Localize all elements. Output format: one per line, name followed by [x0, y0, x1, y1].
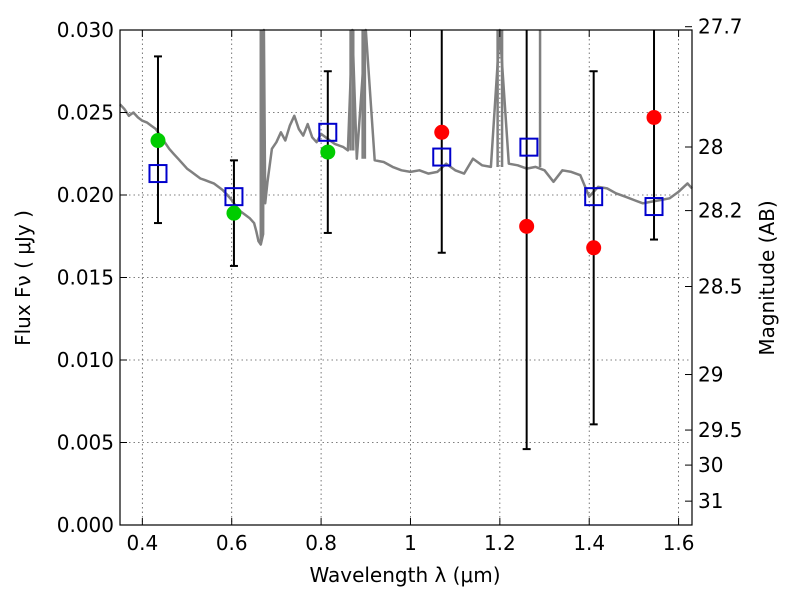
y-tick-label: 0.010 [57, 348, 114, 372]
right-tick-label: 31 [698, 489, 723, 513]
spectrum-line [119, 28, 693, 246]
x-tick-label: 0.4 [126, 531, 158, 555]
x-tick-label: 1.6 [663, 531, 695, 555]
y-tick-label: 0.015 [57, 266, 114, 290]
right-tick-label: 28.2 [698, 199, 743, 223]
right-tick-label: 29.5 [698, 418, 743, 442]
right-axis-title: Magnitude (AB) [755, 200, 779, 355]
tick-layer: 0.4 0.6 0.8 1 1.2 1.4 1.6 0.000 0.005 0.010 0.015 0… [57, 15, 743, 555]
model-flux-square [644, 197, 664, 217]
detection-point [150, 133, 166, 149]
x-axis-title: Wavelength λ (μm) [309, 563, 500, 587]
x-tick-label: 1 [404, 531, 417, 555]
right-tick-label: 29 [698, 363, 723, 387]
x-tick-label: 1.4 [573, 531, 605, 555]
right-tick-label: 30 [698, 453, 723, 477]
x-tick-label: 1.2 [484, 531, 516, 555]
x-tick-label: 0.6 [216, 531, 248, 555]
upper-limit-point [646, 109, 662, 125]
y-tick-label: 0.030 [57, 18, 114, 42]
upper-limit-point [434, 124, 450, 140]
model-flux-square [584, 187, 604, 207]
errorbar-layer [153, 30, 659, 451]
upper-limit-point [519, 218, 535, 234]
model-flux-square [318, 122, 338, 142]
right-tick-label: 28.5 [698, 275, 743, 299]
detection-point [226, 205, 242, 221]
right-tick-label: 27.7 [698, 15, 743, 39]
y-tick-label: 0.000 [57, 513, 114, 537]
detection-point [320, 144, 336, 160]
marker-layer [148, 109, 664, 256]
y-axis-title: Flux Fν ( μJy ) [11, 210, 35, 346]
model-flux-square [432, 147, 452, 167]
model-flux-square [519, 137, 539, 157]
y-tick-label: 0.020 [57, 183, 114, 207]
y-tick-label: 0.005 [57, 431, 114, 455]
y-tick-label: 0.025 [57, 101, 114, 125]
right-tick-label: 28 [698, 135, 723, 159]
spectrum-layer [119, 28, 693, 246]
upper-limit-point [586, 240, 602, 256]
x-tick-label: 0.8 [305, 531, 337, 555]
model-flux-square [148, 164, 168, 184]
model-flux-square [224, 187, 244, 207]
grid-layer [120, 30, 692, 525]
